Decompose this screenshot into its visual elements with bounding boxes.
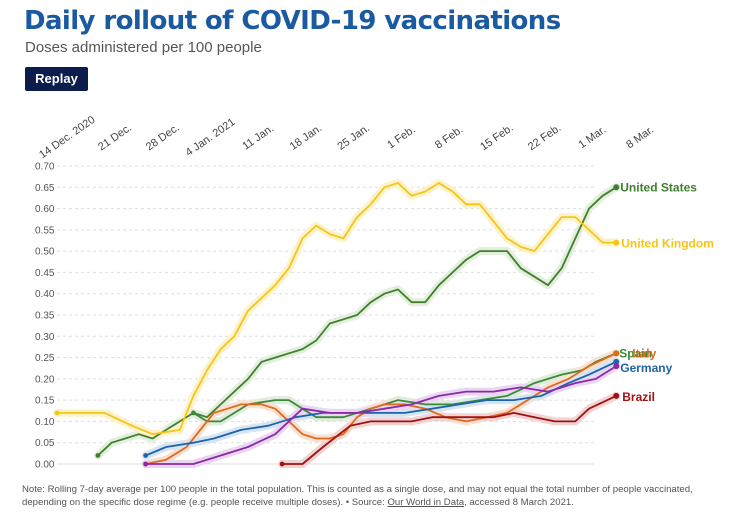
x-tick-label: 25 Jan. [335, 122, 371, 153]
x-tick-label: 21 Dec. [96, 122, 134, 154]
y-tick-label: 0.10 [35, 417, 55, 428]
series-end-point [613, 363, 620, 370]
y-tick-label: 0.25 [35, 353, 55, 364]
y-tick-label: 0.20 [35, 374, 55, 385]
series-start-point [191, 410, 196, 416]
series-end-point [613, 239, 620, 246]
series-start-point [95, 453, 101, 458]
x-tick-label: 15 Feb. [478, 122, 515, 153]
series-label: Brazil [622, 390, 655, 404]
y-tick-label: 0.35 [35, 311, 55, 322]
series-line [145, 360, 617, 457]
series-end-point [613, 392, 620, 399]
page-title: Daily rollout of COVID-19 vaccinations [24, 6, 561, 36]
y-tick-label: 0.05 [35, 438, 55, 449]
series-label: United States [620, 180, 697, 194]
series-line [282, 395, 617, 465]
series-line [57, 182, 617, 436]
series-label: United Kingdom [621, 237, 714, 251]
y-tick-label: 0.30 [35, 332, 55, 343]
x-tick-label: 1 Mar. [576, 124, 608, 151]
series-end-point [613, 184, 620, 191]
x-tick-label: 4 Jan. 2021 [184, 116, 238, 159]
series-start-point [143, 453, 149, 458]
series-end-point [613, 358, 620, 365]
series-line [145, 365, 617, 465]
series-label: Spain [619, 346, 652, 360]
series-start-point [143, 461, 149, 467]
x-tick-label: 28 Dec. [144, 122, 182, 154]
x-tick-label: 8 Feb. [433, 124, 465, 152]
chart-note: Note: Rolling 7-day average per 100 peop… [22, 483, 732, 509]
page-subtitle: Doses administered per 100 people [25, 39, 262, 56]
note-accessed: , accessed 8 March 2021. [464, 497, 574, 508]
x-tick-label: 22 Feb. [526, 122, 563, 153]
y-tick-label: 0.50 [35, 247, 55, 258]
series-label: Germany [620, 361, 672, 375]
replay-button[interactable]: Replay [25, 67, 88, 91]
x-tick-label: 11 Jan. [240, 123, 276, 153]
x-tick-label: 8 Mar. [624, 124, 656, 151]
x-tick-label: 14 Dec. 2020 [37, 114, 97, 161]
x-tick-label: 18 Jan. [288, 122, 324, 153]
series-start-point [279, 461, 285, 467]
y-tick-label: 0.60 [35, 204, 55, 215]
y-tick-label: 0.40 [35, 289, 55, 300]
y-tick-label: 0.65 [35, 183, 55, 194]
x-tick-label: 1 Feb. [385, 124, 417, 152]
series-label: Italy [632, 346, 656, 360]
y-tick-label: 0.00 [35, 460, 55, 471]
y-tick-label: 0.55 [35, 225, 55, 236]
y-tick-label: 0.15 [35, 396, 55, 407]
note-text: Note: Rolling 7-day average per 100 peop… [22, 484, 693, 508]
y-tick-label: 0.70 [35, 162, 55, 173]
series-start-point [54, 410, 60, 416]
source-link[interactable]: Our World in Data [387, 497, 465, 508]
series-end-point [613, 350, 620, 357]
y-tick-label: 0.45 [35, 268, 55, 279]
